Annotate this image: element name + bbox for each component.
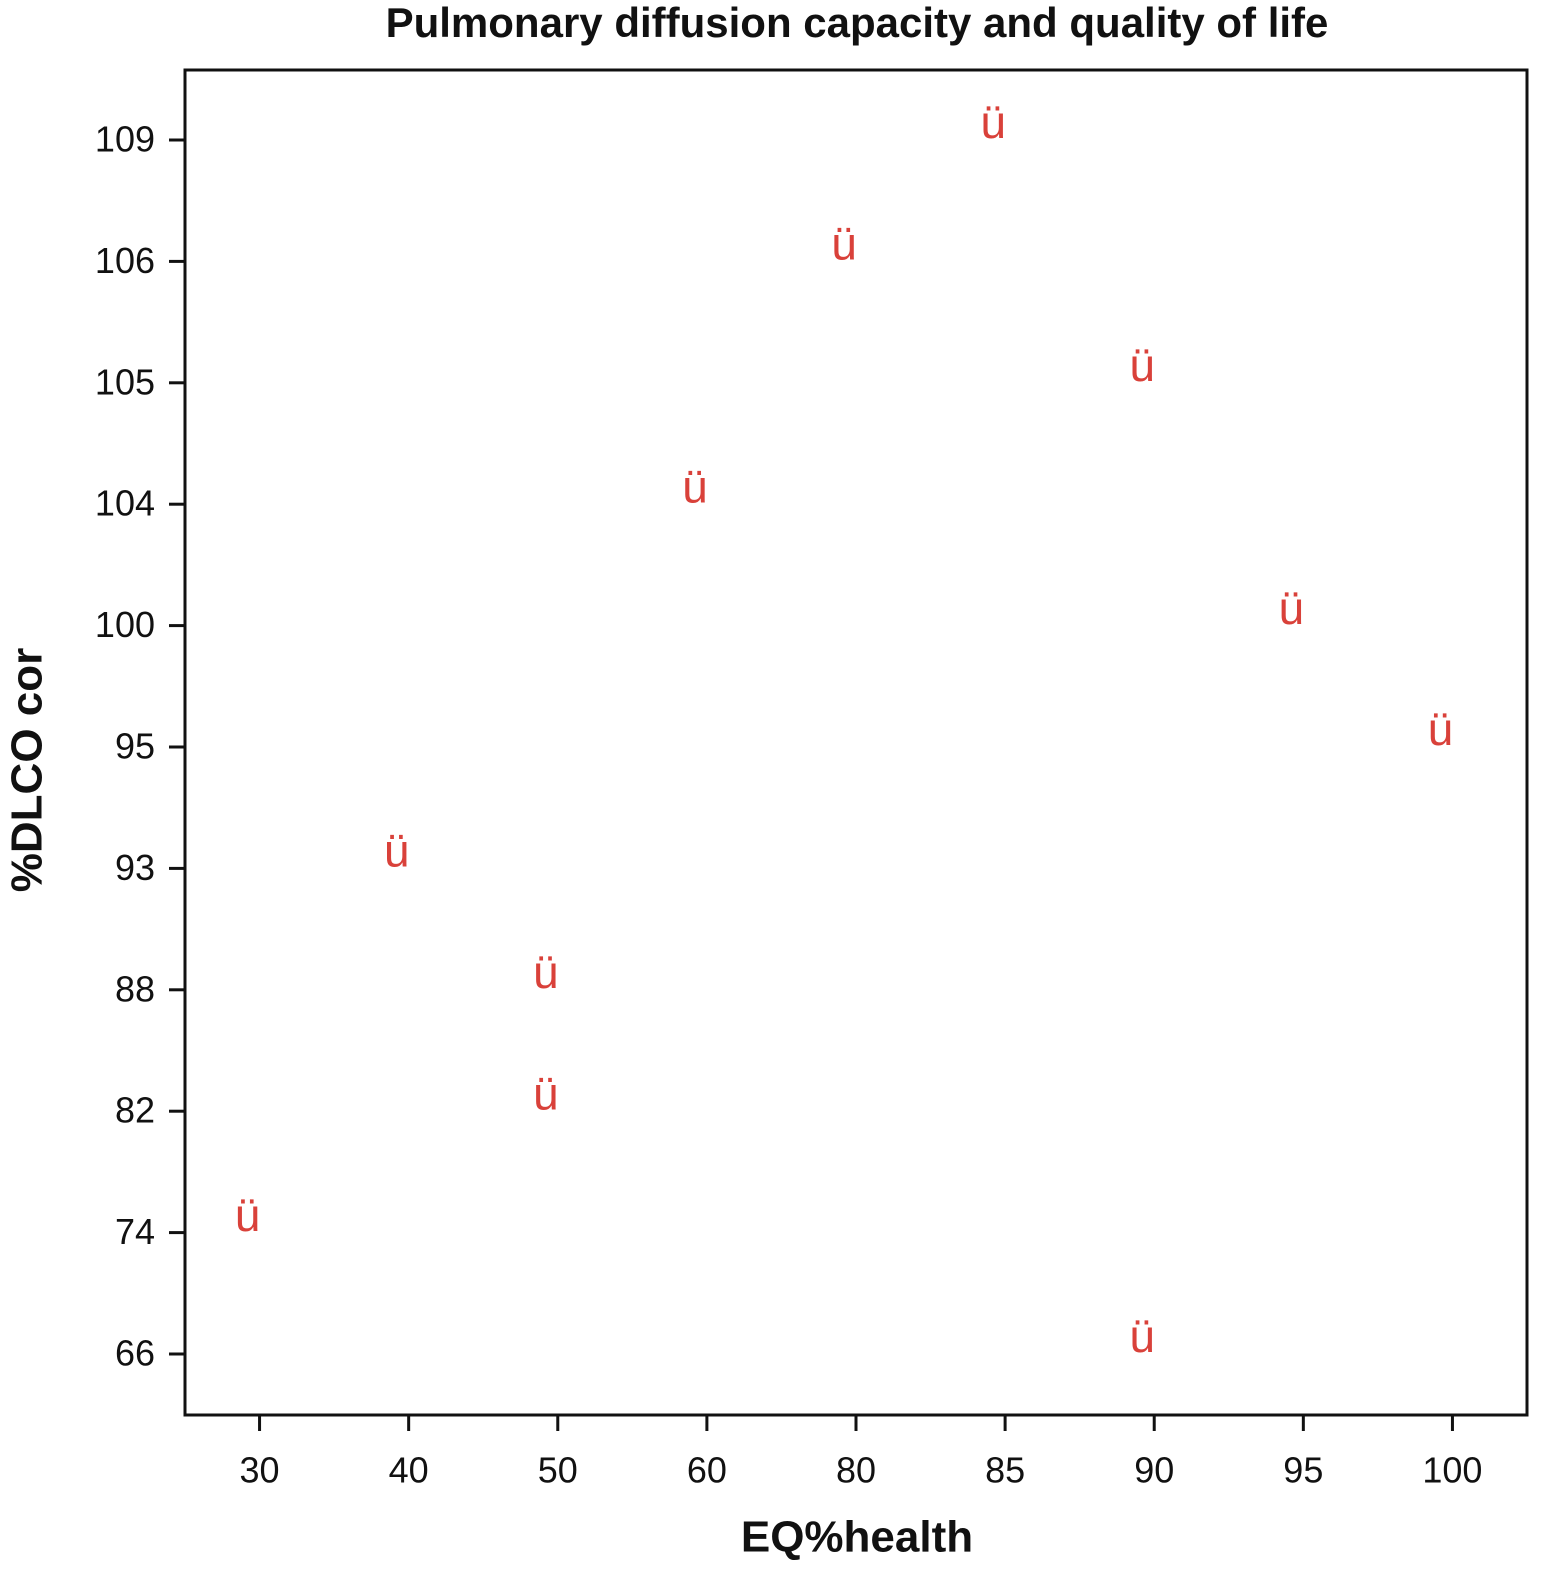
x-tick-label: 85 (985, 1450, 1025, 1491)
y-tick-label: 100 (95, 604, 155, 645)
y-tick-label: 93 (115, 847, 155, 888)
y-tick-label: 66 (115, 1333, 155, 1374)
y-tick-label: 82 (115, 1090, 155, 1131)
y-tick-label: 104 (95, 483, 155, 524)
point: ü (682, 460, 708, 512)
x-tick-label: 80 (836, 1450, 876, 1491)
point: ü (1279, 582, 1305, 634)
y-axis-label: %DLCO cor (3, 648, 52, 892)
x-tick-label: 50 (538, 1450, 578, 1491)
point: ü (384, 825, 410, 877)
point: ü (533, 1067, 559, 1119)
point: ü (235, 1189, 261, 1241)
y-tick-label: 74 (115, 1211, 155, 1252)
x-tick-label: 60 (687, 1450, 727, 1491)
x-tick-label: 90 (1134, 1450, 1174, 1491)
point: ü (533, 946, 559, 998)
point: ü (980, 96, 1006, 148)
x-tick-label: 30 (240, 1450, 280, 1491)
x-tick-label: 40 (389, 1450, 429, 1491)
y-tick-label: 95 (115, 726, 155, 767)
point: ü (1428, 703, 1454, 755)
y-tick-label: 88 (115, 968, 155, 1009)
point: ü (1129, 1310, 1155, 1362)
point: ü (1129, 339, 1155, 391)
point: ü (831, 218, 857, 270)
x-tick-label: 95 (1283, 1450, 1323, 1491)
x-tick-label: 100 (1422, 1450, 1482, 1491)
chart-title: Pulmonary diffusion capacity and quality… (386, 0, 1329, 46)
y-tick-label: 105 (95, 361, 155, 402)
x-axis-label: EQ%health (741, 1513, 973, 1562)
y-tick-label: 109 (95, 119, 155, 160)
plot-frame (183, 68, 1529, 1417)
y-tick-label: 106 (95, 240, 155, 281)
